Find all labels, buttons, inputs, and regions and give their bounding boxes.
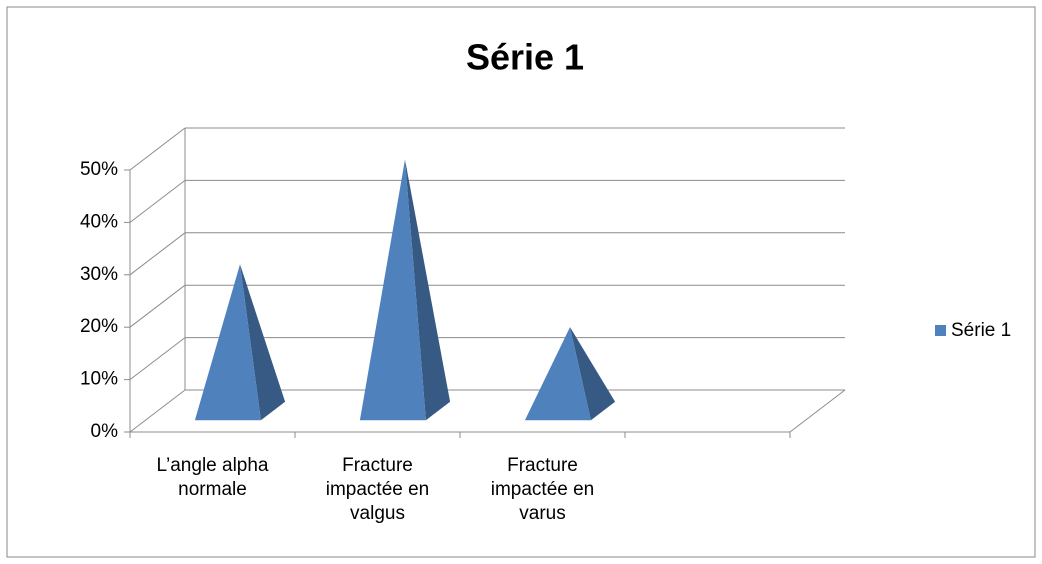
chart-border xyxy=(6,6,1036,558)
pyramid-side xyxy=(240,264,286,421)
y-tick-label: 50% xyxy=(80,159,118,180)
pyramid-front xyxy=(359,159,426,421)
pyramid-front xyxy=(524,327,591,421)
y-tick-label: 30% xyxy=(80,264,118,285)
floor-edge xyxy=(789,389,846,433)
grid-line xyxy=(129,232,186,276)
grid-line xyxy=(129,389,186,433)
x-tick-label: Fracture impactée en varus xyxy=(490,455,595,524)
pyramid-side xyxy=(570,327,616,421)
x-tick-label: L’angle alpha normale xyxy=(156,455,269,500)
x-tick-label: Fracture impactée en valgus xyxy=(325,455,430,524)
grid-line xyxy=(129,127,186,171)
y-tick-label: 10% xyxy=(80,369,118,390)
legend-swatch xyxy=(935,325,946,336)
y-tick-label: 40% xyxy=(80,211,118,232)
pyramid-side xyxy=(405,159,451,421)
chart-title: Série 1 xyxy=(466,37,584,78)
grid-line xyxy=(129,337,186,380)
grid-line xyxy=(129,180,186,223)
y-tick-label: 0% xyxy=(91,421,119,442)
legend-label: Série 1 xyxy=(951,320,1011,341)
pyramid-front xyxy=(194,264,261,421)
grid-line xyxy=(129,284,186,328)
y-tick-label: 20% xyxy=(80,316,118,337)
